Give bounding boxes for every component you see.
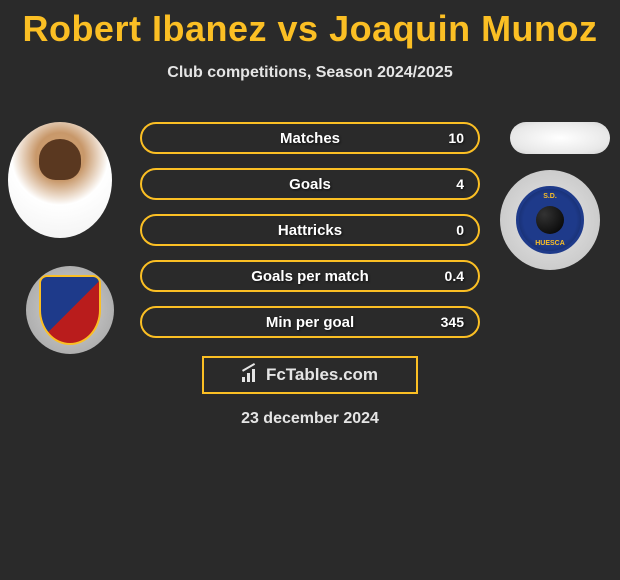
stat-label: Min per goal [266,314,354,331]
stat-row-min-per-goal: Min per goal 345 [140,306,480,338]
stat-label: Matches [280,130,340,147]
player2-club-badge [500,170,600,270]
stat-right-value: 4 [444,176,464,192]
player1-club-badge [26,266,114,354]
stat-row-matches: Matches 10 [140,122,480,154]
levante-shield-icon [39,275,101,345]
stat-right-value: 0 [444,222,464,238]
huesca-shield-icon [516,186,584,254]
stat-right-value: 10 [444,130,464,146]
stats-container: Matches 10 Goals 4 Hattricks 0 Goals per… [140,122,480,352]
barchart-icon [242,368,260,382]
player1-avatar [8,122,112,238]
page-title: Robert Ibanez vs Joaquin Munoz [0,0,620,50]
stat-row-goals: Goals 4 [140,168,480,200]
stat-right-value: 345 [441,314,464,330]
stat-row-goals-per-match: Goals per match 0.4 [140,260,480,292]
stat-right-value: 0.4 [444,268,464,284]
stat-label: Goals per match [251,268,369,285]
vs-separator: vs [278,8,319,49]
brand-box: FcTables.com [202,356,418,394]
stat-row-hattricks: Hattricks 0 [140,214,480,246]
player2-avatar [510,122,610,154]
stat-label: Hattricks [278,222,342,239]
player1-name: Robert Ibanez [22,8,267,49]
brand-text: FcTables.com [266,365,378,385]
date-label: 23 december 2024 [0,410,620,428]
subtitle: Club competitions, Season 2024/2025 [0,64,620,82]
ball-icon [536,206,564,234]
player2-name: Joaquin Munoz [329,8,597,49]
stat-label: Goals [289,176,331,193]
